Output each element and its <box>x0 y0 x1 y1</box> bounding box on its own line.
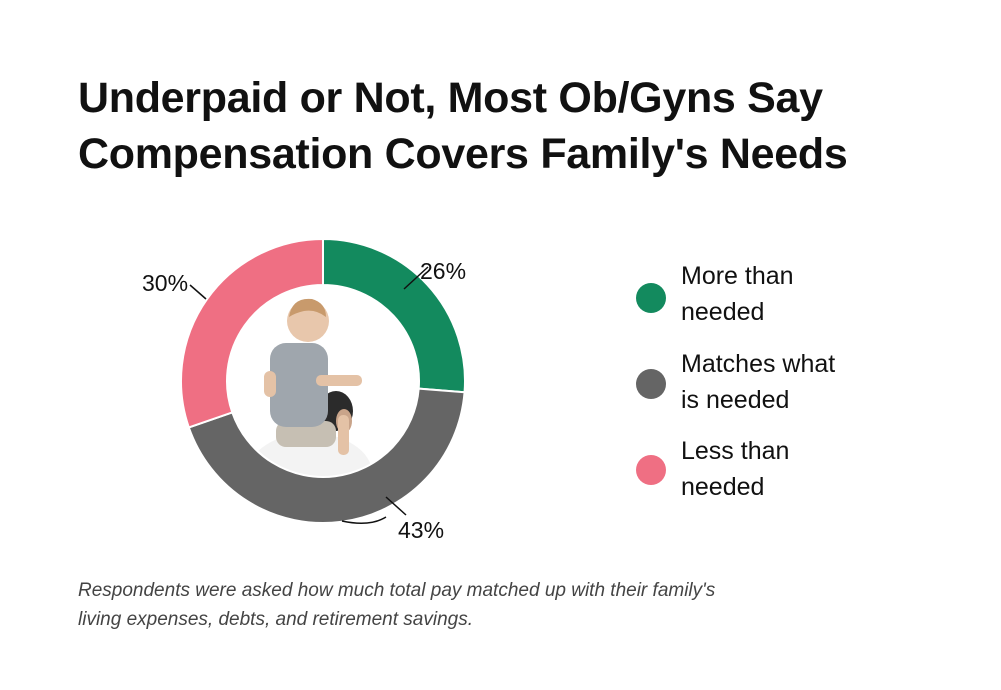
legend-label-line: needed <box>681 473 765 501</box>
slice-bracket <box>341 516 387 524</box>
caption-line-1: Respondents were asked how much total pa… <box>78 580 716 601</box>
legend-label-line: More than <box>681 262 794 290</box>
leader-line <box>385 496 407 516</box>
data-label-less-than-needed: 30% <box>142 270 188 296</box>
legend-label-line: Less than <box>681 437 790 465</box>
slice-matches-needed <box>187 387 466 524</box>
slice-less-than-needed <box>180 237 324 429</box>
chart-title: Underpaid or Not, Most Ob/Gyns Say Compe… <box>78 70 958 182</box>
legend-label: More than needed <box>681 258 911 330</box>
chart-caption: Respondents were asked how much total pa… <box>78 576 938 634</box>
donut-labels: 26% 43% 30% <box>142 258 466 543</box>
donut-chart: 26% 43% 30% <box>142 237 466 543</box>
legend-label-line: needed <box>681 298 765 326</box>
leader-line <box>403 266 429 290</box>
data-label-more-than-needed: 26% <box>420 258 466 284</box>
legend-label-line: Matches what <box>681 350 836 378</box>
chart-title-line-1: Underpaid or Not, Most Ob/Gyns Say <box>78 74 823 122</box>
donut-slices <box>180 237 466 524</box>
leader-line <box>189 284 207 300</box>
caption-line-2: living expenses, debts, and retirement s… <box>78 609 473 630</box>
legend-swatch-gray <box>636 369 666 399</box>
legend-swatch-green <box>636 283 666 313</box>
legend-label-line: is needed <box>681 386 790 414</box>
legend-swatch-pink <box>636 455 666 485</box>
center-photo <box>228 286 418 476</box>
chart-title-line-2: Compensation Covers Family's Needs <box>78 130 848 178</box>
data-label-matches-needed: 43% <box>398 517 444 543</box>
legend-label: Matches what is needed <box>681 346 911 418</box>
legend-label: Less than needed <box>681 433 911 505</box>
